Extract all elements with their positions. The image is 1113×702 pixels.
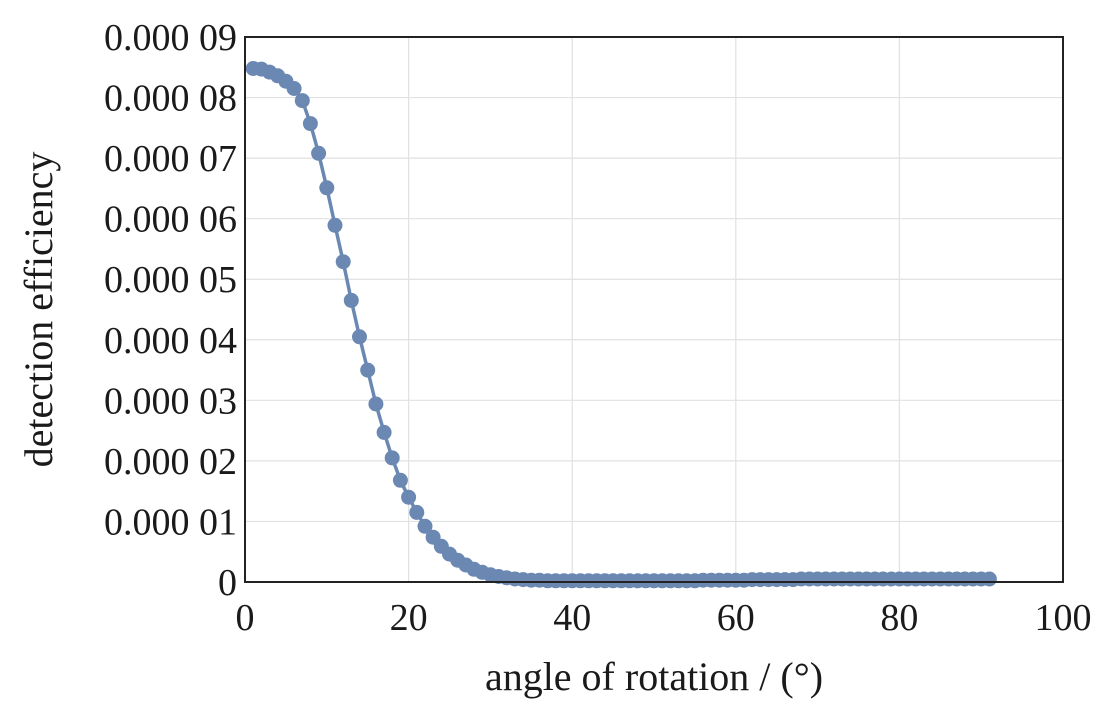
y-tick-label: 0.000 02 bbox=[104, 441, 237, 483]
y-tick-label: 0.000 06 bbox=[104, 199, 237, 241]
data-point bbox=[392, 472, 408, 488]
data-point bbox=[311, 145, 327, 161]
data-point bbox=[302, 116, 318, 132]
y-tick-label: 0.000 04 bbox=[104, 320, 237, 362]
y-tick-label: 0.000 03 bbox=[104, 380, 237, 422]
x-tick-label: 20 bbox=[390, 597, 428, 639]
data-point bbox=[352, 329, 367, 345]
x-tick-label: 0 bbox=[236, 597, 255, 639]
y-tick-label: 0.000 09 bbox=[104, 17, 237, 59]
y-tick-label: 0 bbox=[218, 562, 237, 604]
data-point bbox=[981, 571, 997, 587]
data-point bbox=[294, 93, 310, 109]
data-point bbox=[401, 489, 417, 505]
y-axis-ticks: 0 0.000 01 0.000 02 0.000 03 0.000 04 0.000 0… bbox=[104, 17, 237, 604]
x-tick-label: 60 bbox=[717, 597, 755, 639]
data-point bbox=[368, 396, 384, 412]
x-axis-title: angle of rotation / (°) bbox=[485, 654, 823, 699]
x-axis-ticks: 0 20 40 60 80 100 bbox=[236, 597, 1092, 639]
data-point bbox=[417, 518, 433, 534]
y-axis-title: detection efficiency bbox=[16, 152, 61, 468]
data-point bbox=[335, 254, 351, 270]
y-tick-label: 0.000 07 bbox=[104, 138, 237, 180]
data-point bbox=[319, 180, 335, 196]
series-layer bbox=[245, 61, 997, 589]
y-tick-label: 0.000 01 bbox=[104, 501, 237, 543]
data-point bbox=[286, 81, 302, 96]
y-tick-label: 0.000 08 bbox=[104, 78, 237, 120]
plot-frame bbox=[244, 36, 1064, 583]
x-tick-label: 100 bbox=[1035, 597, 1092, 639]
data-point bbox=[376, 424, 392, 440]
data-point bbox=[384, 450, 400, 466]
data-point bbox=[343, 292, 359, 308]
x-tick-label: 40 bbox=[553, 597, 591, 639]
data-point bbox=[327, 217, 343, 233]
y-tick-label: 0.000 05 bbox=[104, 259, 237, 301]
series-line bbox=[251, 66, 992, 583]
grid bbox=[245, 37, 1063, 582]
x-tick-label: 80 bbox=[880, 597, 918, 639]
data-point bbox=[409, 504, 425, 520]
data-point bbox=[360, 362, 376, 378]
